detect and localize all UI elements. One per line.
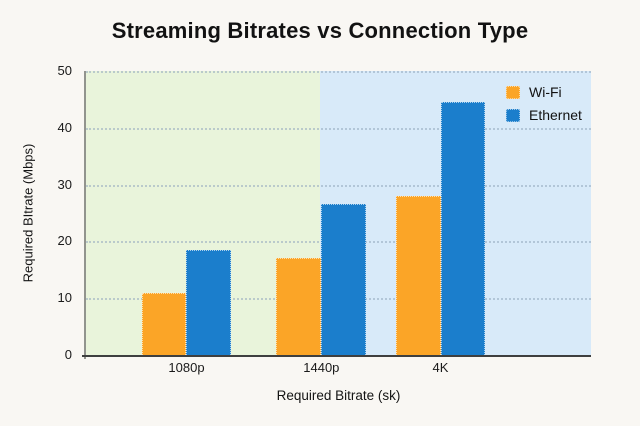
gridline-40	[86, 127, 591, 130]
legend-swatch-icon	[506, 85, 520, 99]
gridline-30	[86, 184, 591, 187]
y-tick-20: 20	[57, 233, 72, 249]
y-tick-50: 50	[57, 63, 72, 78]
x-tick-4k: 4K	[432, 360, 449, 375]
legend-item-ethernet: Ethernet	[506, 107, 582, 123]
legend-label: Wi-Fi	[529, 84, 562, 100]
chart-title: Streaming Bitrates vs Connection Type	[111, 18, 529, 43]
legend-item-wifi: Wi-Fi	[506, 84, 582, 100]
y-axis-title: Required BItrate (Mbps)	[20, 143, 36, 283]
bar-1080p-wifi	[141, 292, 187, 355]
x-tick-1080p: 1080p	[168, 360, 205, 375]
x-tick-1440p: 1440p	[303, 360, 340, 375]
y-tick-40: 40	[57, 119, 72, 135]
y-tick-0: 0	[64, 347, 72, 362]
bar-4k-ethernet	[440, 102, 486, 355]
legend: Wi-Fi Ethernet	[506, 84, 582, 130]
gridline-50	[86, 71, 591, 73]
y-axis-line	[84, 71, 86, 359]
bar-4k-wifi	[395, 195, 441, 355]
y-tick-30: 30	[57, 176, 72, 192]
x-axis-line	[82, 355, 591, 357]
bar-1440p-wifi	[276, 258, 322, 355]
bar-1080p-ethernet	[186, 249, 232, 355]
bar-1440p-ethernet	[321, 204, 367, 355]
legend-label: Ethernet	[529, 107, 582, 123]
y-tick-10: 10	[57, 290, 72, 306]
legend-swatch-icon	[506, 108, 520, 122]
x-axis-title: Required Bitrate (sk)	[276, 388, 401, 403]
plot-area: Wi-Fi Ethernet	[82, 71, 591, 359]
